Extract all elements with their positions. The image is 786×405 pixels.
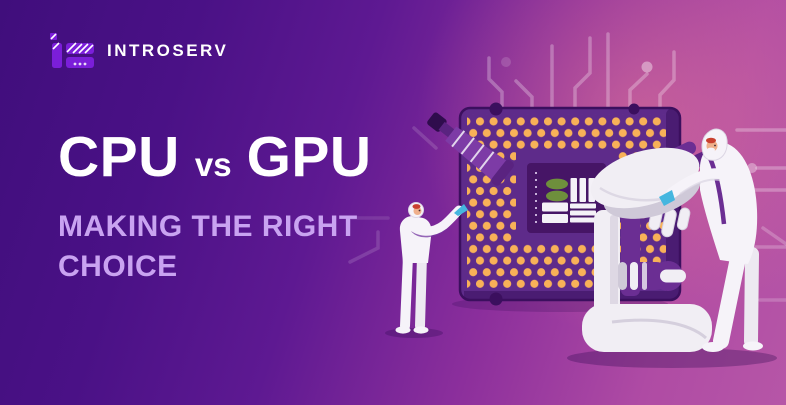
engineer-right	[700, 142, 763, 352]
title-term-cpu: CPU	[58, 125, 180, 189]
blue-glove-left	[454, 204, 468, 216]
engineer-left	[385, 202, 468, 338]
introserv-logo-icon	[50, 33, 94, 68]
engineer-right-head	[701, 128, 728, 161]
suit-stripe	[707, 157, 727, 225]
headline-block: CPU vs GPU MAKING THE RIGHT CHOICE	[58, 124, 372, 286]
microscope-base	[582, 304, 712, 352]
brand-logo: INTROSERV	[50, 33, 228, 69]
page-subtitle: MAKING THE RIGHT CHOICE	[58, 207, 372, 286]
subtitle-line-1: MAKING THE RIGHT	[58, 210, 358, 243]
subtitle-line-2: CHOICE	[58, 249, 178, 283]
engineer-left-arm	[405, 205, 464, 236]
microscope	[582, 141, 712, 352]
title-separator: vs	[194, 146, 232, 183]
page-title: CPU vs GPU	[58, 124, 372, 190]
blue-glove-right	[659, 190, 675, 206]
engineer-right-arm	[659, 168, 730, 206]
microscope-shadow	[567, 348, 777, 368]
brand-name: INTROSERV	[107, 41, 229, 60]
focus-knob	[618, 261, 686, 291]
title-term-gpu: GPU	[246, 125, 372, 189]
engineer-left-head	[408, 202, 424, 218]
cpu-die-components	[535, 172, 596, 224]
screwdriver-icon	[427, 112, 514, 186]
